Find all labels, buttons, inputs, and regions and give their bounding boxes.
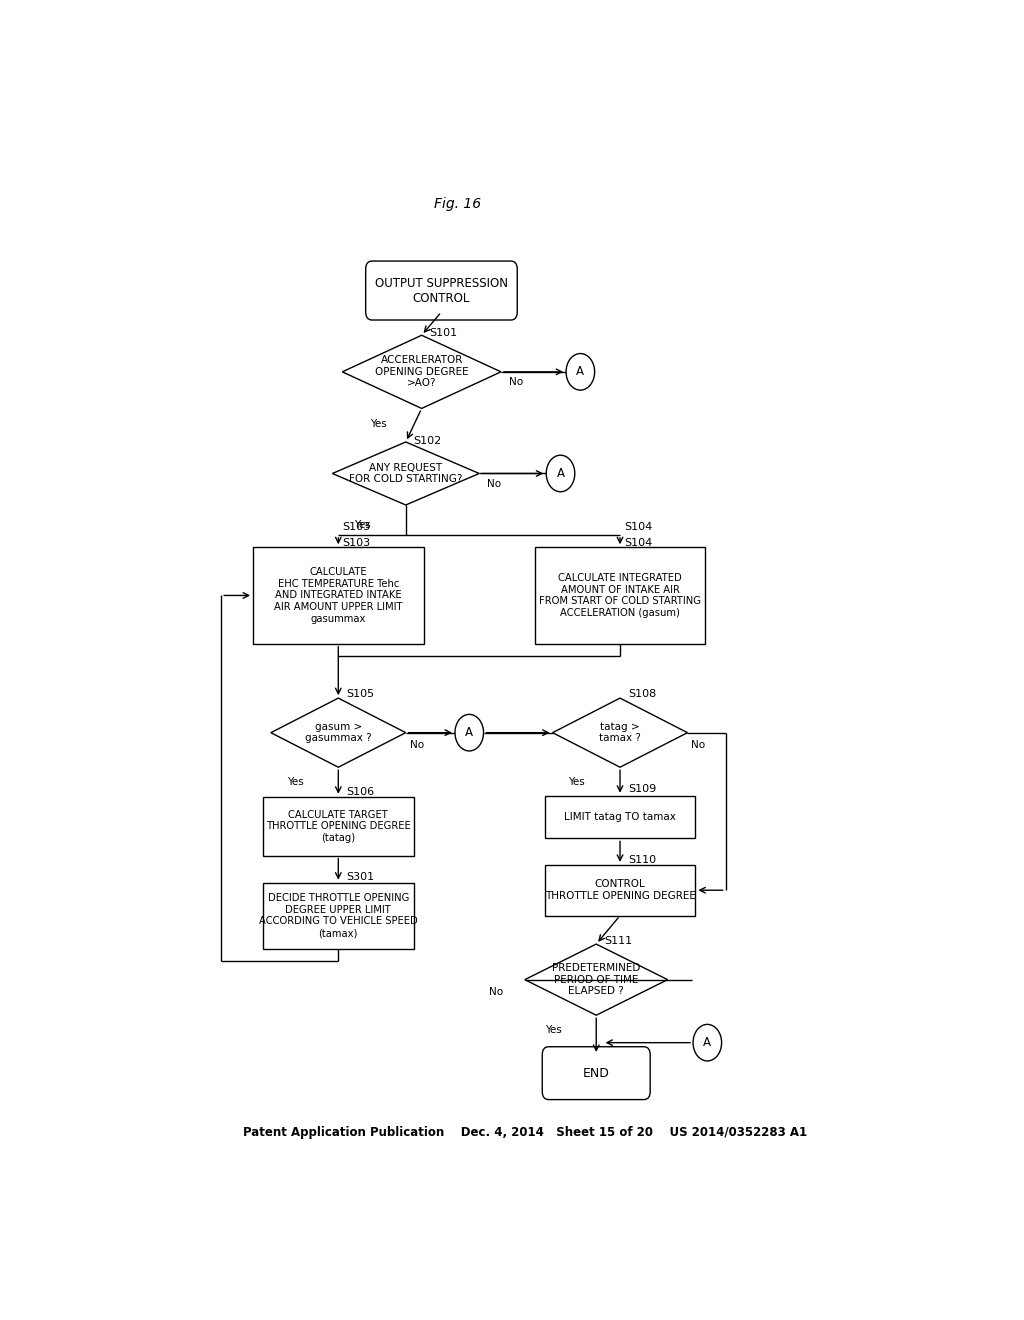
Text: S108: S108 [628,689,656,700]
Text: S104: S104 [624,537,652,548]
Text: ANY REQUEST
FOR COLD STARTING?: ANY REQUEST FOR COLD STARTING? [349,463,463,484]
Bar [545,865,695,916]
Text: S103: S103 [342,521,371,532]
Bar [263,883,414,949]
Text: No: No [489,987,503,997]
Text: PREDETERMINED
PERIOD OF TIME
ELAPSED ?: PREDETERMINED PERIOD OF TIME ELAPSED ? [552,964,640,997]
Text: Yes: Yes [354,520,371,531]
Text: S109: S109 [628,784,656,793]
Text: CALCULATE INTEGRATED
AMOUNT OF INTAKE AIR
FROM START OF COLD STARTING
ACCELERATI: CALCULATE INTEGRATED AMOUNT OF INTAKE AI… [539,573,701,618]
Polygon shape [333,442,479,506]
Polygon shape [342,335,501,408]
Text: No: No [691,741,706,750]
FancyBboxPatch shape [366,261,517,319]
Bar [253,548,424,644]
Bar [263,797,414,855]
Text: ACCERLERATOR
OPENING DEGREE
>AO?: ACCERLERATOR OPENING DEGREE >AO? [375,355,468,388]
Text: S103: S103 [342,537,371,548]
Text: S110: S110 [628,855,656,865]
Text: LIMIT tatag TO tamax: LIMIT tatag TO tamax [564,812,676,822]
Circle shape [455,714,483,751]
Text: Yes: Yes [370,418,387,429]
Text: S102: S102 [414,436,442,446]
Polygon shape [524,944,668,1015]
Text: Yes: Yes [287,777,303,788]
Text: S101: S101 [430,329,458,338]
Circle shape [546,455,574,492]
Text: Patent Application Publication    Dec. 4, 2014   Sheet 15 of 20    US 2014/03522: Patent Application Publication Dec. 4, 2… [243,1126,807,1139]
Text: A: A [577,366,585,379]
Text: CALCULATE TARGET
THROTTLE OPENING DEGREE
(tatag): CALCULATE TARGET THROTTLE OPENING DEGREE… [266,809,411,842]
Text: gasum >
gasummax ?: gasum > gasummax ? [305,722,372,743]
Text: tatag >
tamax ?: tatag > tamax ? [599,722,641,743]
Text: S104: S104 [624,521,652,532]
Text: S111: S111 [604,936,632,946]
Text: No: No [509,378,523,387]
Text: CALCULATE
EHC TEMPERATURE Tehc
AND INTEGRATED INTAKE
AIR AMOUNT UPPER LIMIT
gasu: CALCULATE EHC TEMPERATURE Tehc AND INTEG… [274,568,402,623]
Text: Yes: Yes [568,777,585,788]
Text: A: A [703,1036,712,1049]
Text: END: END [583,1067,609,1080]
Text: A: A [556,467,564,480]
Text: No: No [410,741,424,750]
Circle shape [693,1024,722,1061]
Text: Yes: Yes [545,1026,561,1035]
Polygon shape [270,698,406,767]
Bar [535,548,706,644]
Bar [545,796,695,838]
Text: CONTROL
THROTTLE OPENING DEGREE: CONTROL THROTTLE OPENING DEGREE [545,879,695,902]
Text: Fig. 16: Fig. 16 [434,197,481,211]
Text: DECIDE THROTTLE OPENING
DEGREE UPPER LIMIT
ACCORDING TO VEHICLE SPEED
(tamax): DECIDE THROTTLE OPENING DEGREE UPPER LIM… [259,894,418,939]
Polygon shape [553,698,687,767]
Text: S106: S106 [346,787,375,796]
Text: OUTPUT SUPPRESSION
CONTROL: OUTPUT SUPPRESSION CONTROL [375,276,508,305]
Circle shape [566,354,595,391]
Text: No: No [487,479,501,488]
Text: A: A [465,726,473,739]
Text: S105: S105 [346,689,375,700]
FancyBboxPatch shape [543,1047,650,1100]
Text: S301: S301 [346,873,375,882]
